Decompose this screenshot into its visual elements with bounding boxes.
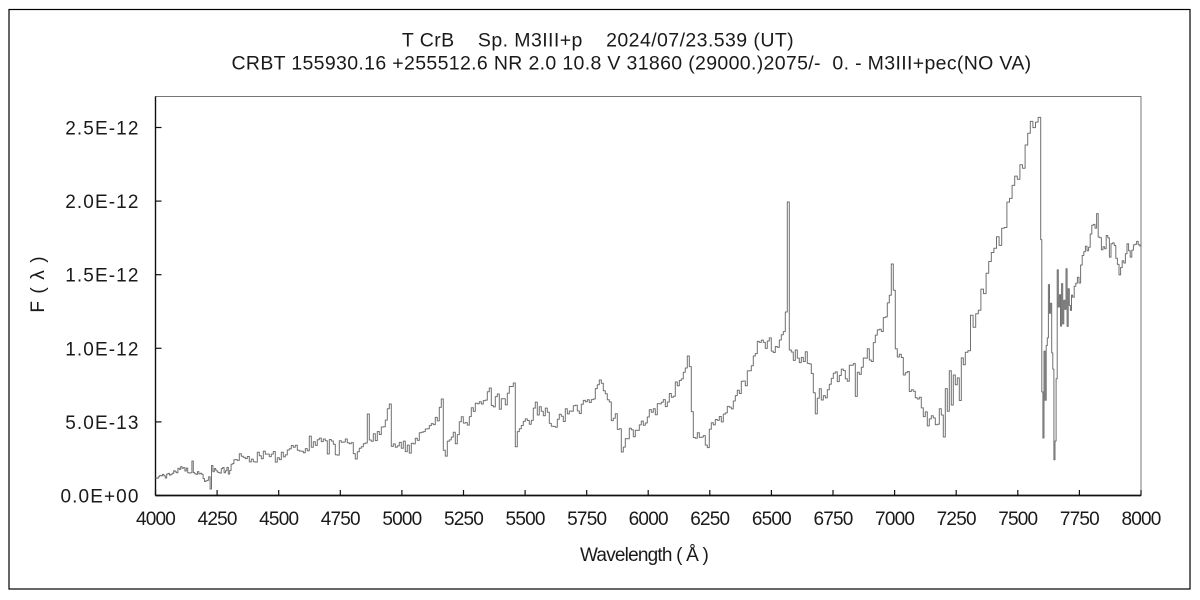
svg-text:5000: 5000 <box>382 509 421 530</box>
svg-text:4500: 4500 <box>259 509 298 530</box>
svg-text:6250: 6250 <box>690 509 729 530</box>
svg-text:2.5E-12: 2.5E-12 <box>65 119 139 140</box>
svg-text:7250: 7250 <box>937 509 976 530</box>
svg-text:5500: 5500 <box>506 509 545 530</box>
svg-text:8000: 8000 <box>1121 509 1160 530</box>
svg-text:6000: 6000 <box>629 509 668 530</box>
svg-text:F ( λ ): F ( λ ) <box>28 255 49 312</box>
svg-text:1.0E-12: 1.0E-12 <box>65 339 139 360</box>
svg-text:5750: 5750 <box>567 509 606 530</box>
svg-text:7750: 7750 <box>1060 509 1099 530</box>
svg-text:5250: 5250 <box>444 509 483 530</box>
svg-text:6750: 6750 <box>813 509 852 530</box>
svg-text:T CrB Sp. M3III+p 2024/0: T CrB Sp. M3III+p 2024/07/23.539 (UT) <box>402 30 794 52</box>
svg-text:5.0E-13: 5.0E-13 <box>65 413 139 434</box>
svg-text:7500: 7500 <box>998 509 1037 530</box>
svg-text:Wavelength ( Å ): Wavelength ( Å ) <box>580 545 708 566</box>
svg-text:6500: 6500 <box>752 509 791 530</box>
svg-text:2.0E-12: 2.0E-12 <box>65 192 139 213</box>
svg-text:CRBT 155930.16 +255512.6 NR 2.: CRBT 155930.16 +255512.6 NR 2.0 10.8 V 3… <box>231 53 1031 75</box>
svg-text:1.5E-12: 1.5E-12 <box>65 266 139 287</box>
svg-text:4250: 4250 <box>198 509 237 530</box>
svg-text:7000: 7000 <box>875 509 914 530</box>
svg-text:0.0E+00: 0.0E+00 <box>60 487 139 508</box>
svg-text:4000: 4000 <box>136 509 175 530</box>
svg-text:4750: 4750 <box>321 509 360 530</box>
